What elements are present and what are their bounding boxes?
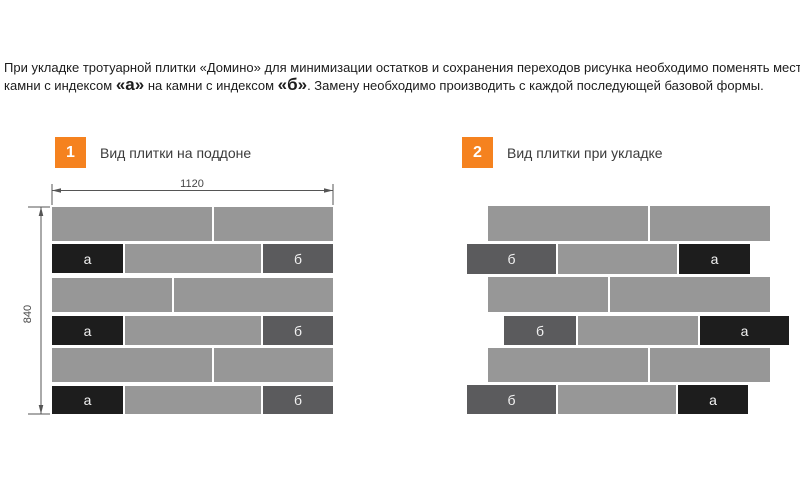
tile-gray	[125, 244, 261, 273]
tile-gray	[650, 348, 770, 382]
tile-gray	[578, 316, 698, 345]
tile-gray	[488, 348, 648, 382]
tile-gray	[125, 316, 261, 345]
tile-label: б	[293, 250, 303, 267]
tile-label: а	[740, 322, 749, 339]
section-1-number-badge: 1	[55, 137, 86, 168]
tile-gray	[214, 207, 333, 241]
tile-gray	[52, 207, 212, 241]
tile-gray	[650, 206, 770, 241]
intro-line-2: камни с индексом «а» на камни с индексом…	[4, 75, 764, 94]
tile-gray	[488, 206, 648, 241]
tile-a: а	[52, 316, 123, 345]
tile-label: б	[535, 322, 545, 339]
tile-gray	[52, 348, 212, 382]
tile-b: б	[504, 316, 576, 345]
index-a-emphasis: «а»	[115, 75, 145, 94]
tile-b: б	[467, 385, 556, 414]
tile-gray	[610, 277, 770, 312]
section-1-title: Вид плитки на поддоне	[100, 145, 252, 161]
intro-line-1: При укладке тротуарной плитки «Домино» д…	[4, 60, 800, 75]
tile-gray	[174, 278, 333, 312]
tile-label: б	[293, 392, 303, 408]
tile-gray	[52, 278, 172, 312]
tile-gray	[558, 385, 676, 414]
tile-gray	[558, 244, 677, 274]
tile-label: б	[507, 391, 516, 408]
section-2-title: Вид плитки при укладке	[507, 145, 663, 161]
tile-gray	[214, 348, 333, 382]
intro-text: При укладке тротуарной плитки «Домино» д…	[4, 59, 800, 94]
tile-gray	[488, 277, 608, 312]
tile-a: а	[52, 386, 123, 414]
tile-label: б	[507, 251, 516, 267]
tile-a: а	[678, 385, 748, 414]
tile-b: б	[263, 386, 333, 414]
tile-a: а	[52, 244, 123, 273]
tile-label: а	[709, 391, 717, 408]
tile-a: а	[700, 316, 789, 345]
tile-b: б	[263, 316, 333, 345]
tile-label: а	[83, 322, 92, 339]
index-b-emphasis: «б»	[277, 75, 308, 94]
section-2-number-badge: 2	[462, 137, 493, 168]
tile-label: б	[293, 322, 303, 339]
tile-a: а	[679, 244, 750, 274]
tile-gray	[125, 386, 261, 414]
tile-b: б	[467, 244, 556, 274]
tile-label: а	[710, 251, 719, 267]
tile-label: а	[83, 250, 92, 267]
tile-label: а	[83, 392, 92, 408]
tile-b: б	[263, 244, 333, 273]
